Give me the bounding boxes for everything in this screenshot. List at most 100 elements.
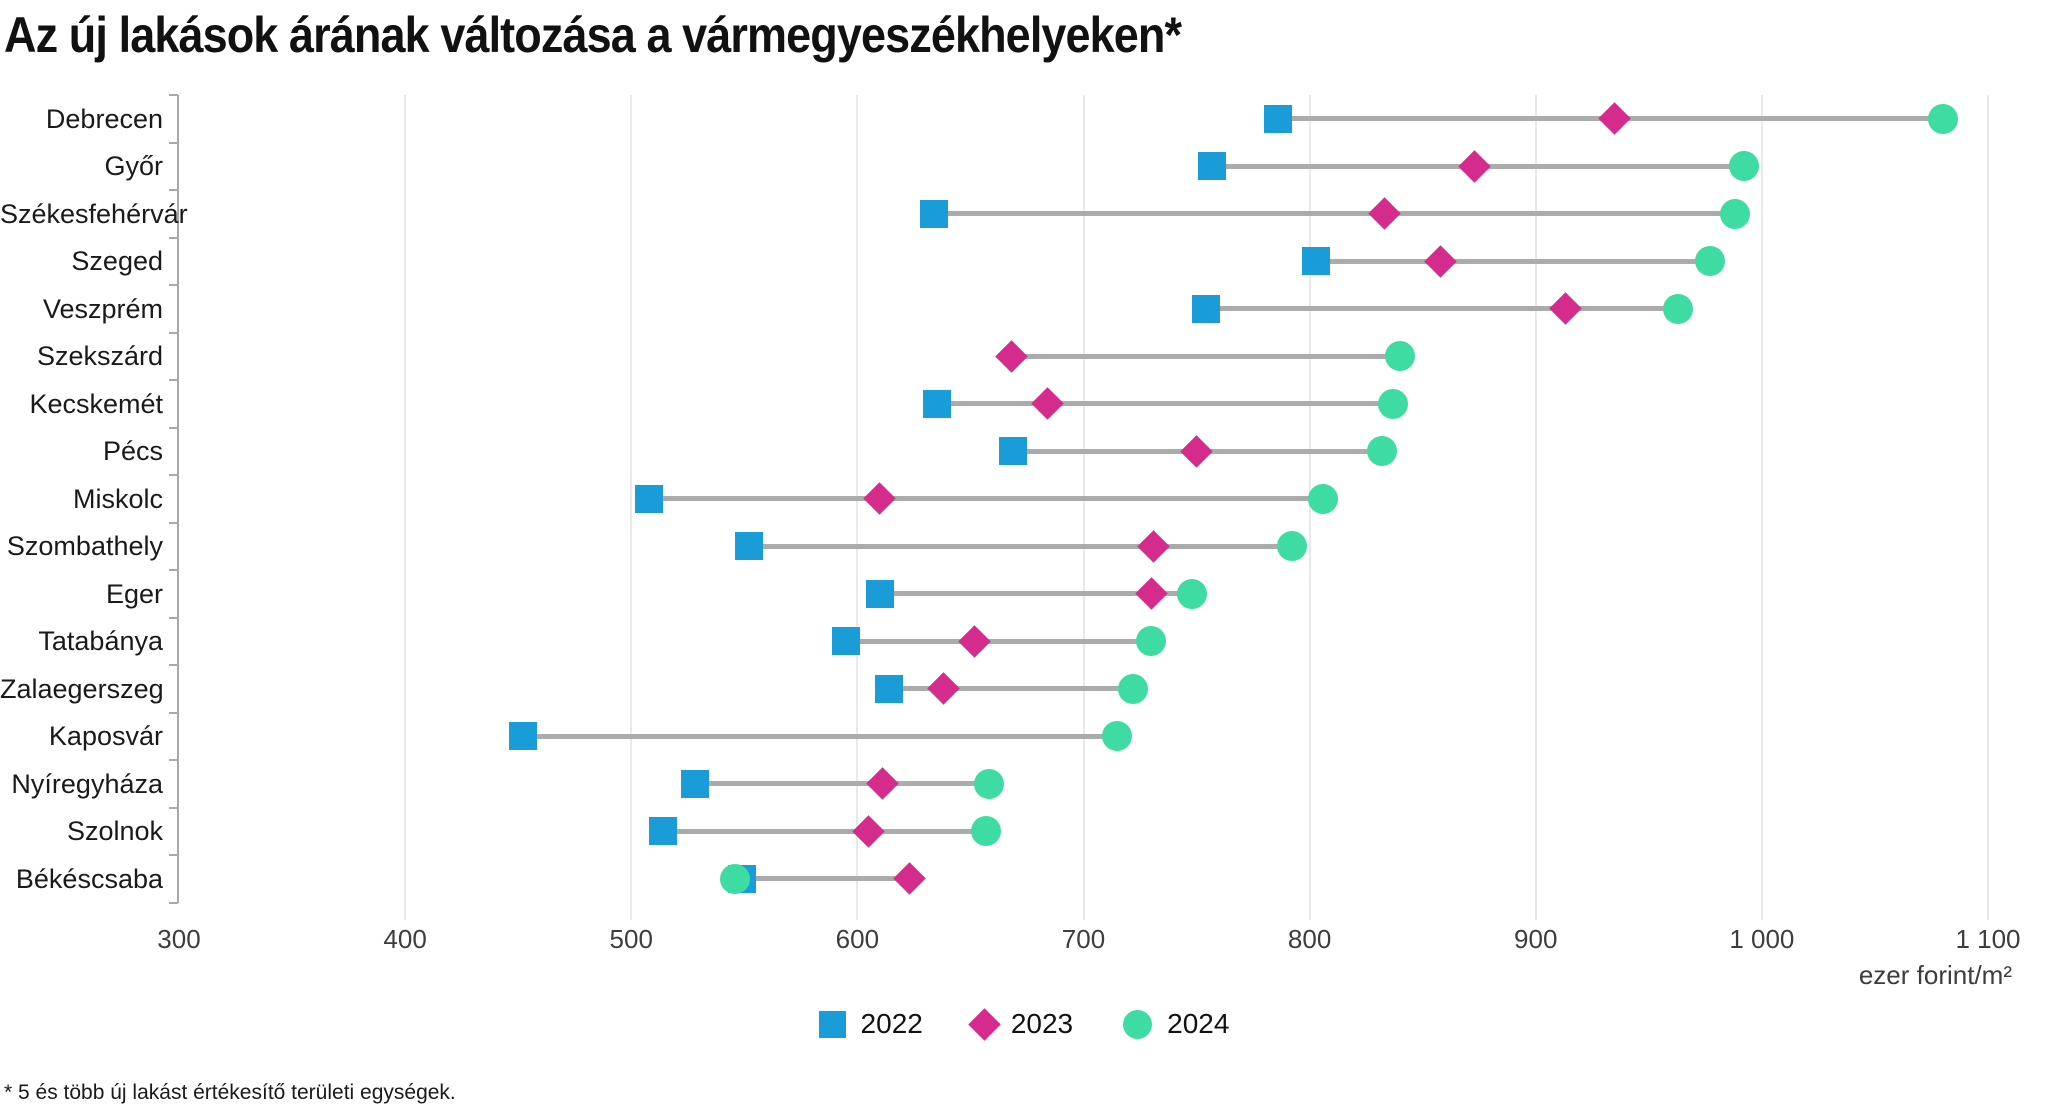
category-label: Kecskemét	[29, 388, 163, 419]
marker-2022-square	[875, 674, 904, 703]
category-label: Miskolc	[72, 483, 163, 514]
connector-line	[934, 211, 1735, 217]
marker-2023-diamond	[994, 339, 1028, 373]
marker-2023-diamond	[1135, 577, 1168, 611]
legend-item-2022: 2022	[818, 1008, 923, 1040]
marker-2022-square	[734, 532, 763, 561]
marker-2022-square	[922, 389, 951, 418]
x-tick-label: 1 100	[1955, 924, 2021, 954]
connector-line	[522, 733, 1118, 739]
connector-line	[748, 543, 1292, 549]
connector-line	[1205, 306, 1679, 312]
y-axis-tick	[169, 616, 178, 619]
footnote: * 5 és több új lakást értékesítő terület…	[4, 1081, 456, 1104]
category-label: Kaposvár	[48, 721, 163, 752]
x-tick-label: 300	[157, 924, 201, 954]
gridline	[1760, 95, 1763, 920]
category-label: Zalaegerszeg	[0, 673, 164, 704]
gridline	[1987, 95, 1989, 920]
marker-2022-square	[832, 627, 861, 656]
marker-2024-circle	[1719, 198, 1750, 229]
marker-2024-circle	[973, 768, 1004, 799]
x-tick-label: 900	[1514, 924, 1558, 954]
marker-2024-circle	[971, 816, 1002, 847]
y-axis-tick	[169, 284, 178, 286]
marker-2024-circle	[1385, 341, 1416, 372]
marker-2022-square	[1198, 152, 1227, 181]
y-axis-tick	[169, 664, 178, 666]
category-label: Pécs	[102, 436, 163, 467]
y-axis-tick	[169, 759, 178, 761]
category-label: Tatabánya	[38, 626, 163, 657]
category-label: Szekszárd	[36, 341, 163, 372]
category-label: Debrecen	[45, 103, 163, 134]
marker-2023-diamond	[1031, 387, 1064, 421]
legend-item-2024: 2024	[1123, 1008, 1229, 1040]
category-label: Székesfehérvár	[0, 198, 188, 229]
gridline	[1082, 95, 1085, 920]
chart-title: Az új lakások árának változása a vármegy…	[4, 7, 1182, 63]
legend: 2022 2023 2024	[0, 1007, 2048, 1041]
y-axis-tick	[169, 806, 178, 809]
marker-2024-circle	[1927, 103, 1958, 134]
marker-2023-diamond	[1458, 149, 1491, 183]
connector-line	[936, 401, 1394, 407]
marker-2024-circle	[1308, 483, 1339, 514]
y-axis-tick	[169, 189, 178, 191]
x-tick-label: 800	[1287, 924, 1332, 954]
category-label: Békéscsaba	[15, 863, 163, 894]
marker-2024-circle	[1177, 578, 1208, 609]
legend-label: 2023	[1010, 1008, 1074, 1039]
y-axis-tick	[169, 94, 178, 96]
y-axis-tick	[169, 711, 178, 714]
connector-line	[889, 686, 1134, 692]
marker-2024-circle	[1102, 721, 1133, 752]
marker-2023-diamond	[1598, 102, 1632, 136]
marker-2024-circle	[1118, 673, 1149, 704]
gridline	[856, 95, 859, 920]
y-axis-tick	[169, 331, 178, 334]
category-label: Nyíregyháza	[11, 768, 163, 799]
category-label: Eger	[105, 578, 163, 609]
marker-2023-diamond	[1137, 529, 1170, 563]
y-axis-tick	[169, 474, 178, 476]
connector-line	[879, 591, 1193, 597]
x-axis-caption: ezer forint/m²	[1858, 960, 2012, 990]
y-axis-tick	[169, 426, 178, 429]
connector-line	[1316, 258, 1710, 264]
marker-2022-square	[865, 579, 894, 608]
marker-2022-square	[635, 484, 664, 513]
legend-label: 2022	[860, 1008, 923, 1039]
marker-2022-square	[1263, 104, 1292, 133]
marker-2024-circle	[1378, 388, 1409, 419]
marker-2023-diamond	[865, 767, 899, 801]
y-axis-tick	[169, 854, 178, 856]
marker-2024-circle	[1276, 531, 1307, 562]
marker-2022-square	[920, 199, 949, 228]
y-axis-tick	[169, 569, 178, 571]
marker-2022-square	[508, 722, 537, 751]
marker-2024-circle	[1136, 626, 1167, 657]
marker-2023-diamond	[1180, 434, 1213, 468]
y-axis-tick	[169, 521, 178, 524]
marker-2022-square	[1191, 294, 1220, 323]
marker-2024-circle	[1663, 293, 1694, 324]
connector-line	[846, 638, 1152, 644]
circle-legend-marker-icon	[1123, 1009, 1153, 1039]
marker-2022-square	[999, 437, 1028, 466]
category-label: Győr	[104, 151, 163, 182]
marker-2024-circle	[1728, 151, 1759, 182]
marker-2023-diamond	[863, 482, 897, 516]
marker-2023-diamond	[1548, 292, 1582, 326]
y-axis-tick	[169, 236, 178, 239]
marker-2024-circle	[720, 863, 751, 894]
marker-2022-square	[680, 769, 709, 798]
connector-line	[662, 828, 987, 834]
diamond-legend-marker-icon	[968, 1007, 1001, 1041]
category-label: Szolnok	[66, 816, 163, 847]
connector-line	[649, 496, 1324, 502]
category-label: Veszprém	[42, 293, 163, 324]
category-label: Szombathely	[6, 531, 163, 562]
connector-line	[694, 781, 989, 787]
